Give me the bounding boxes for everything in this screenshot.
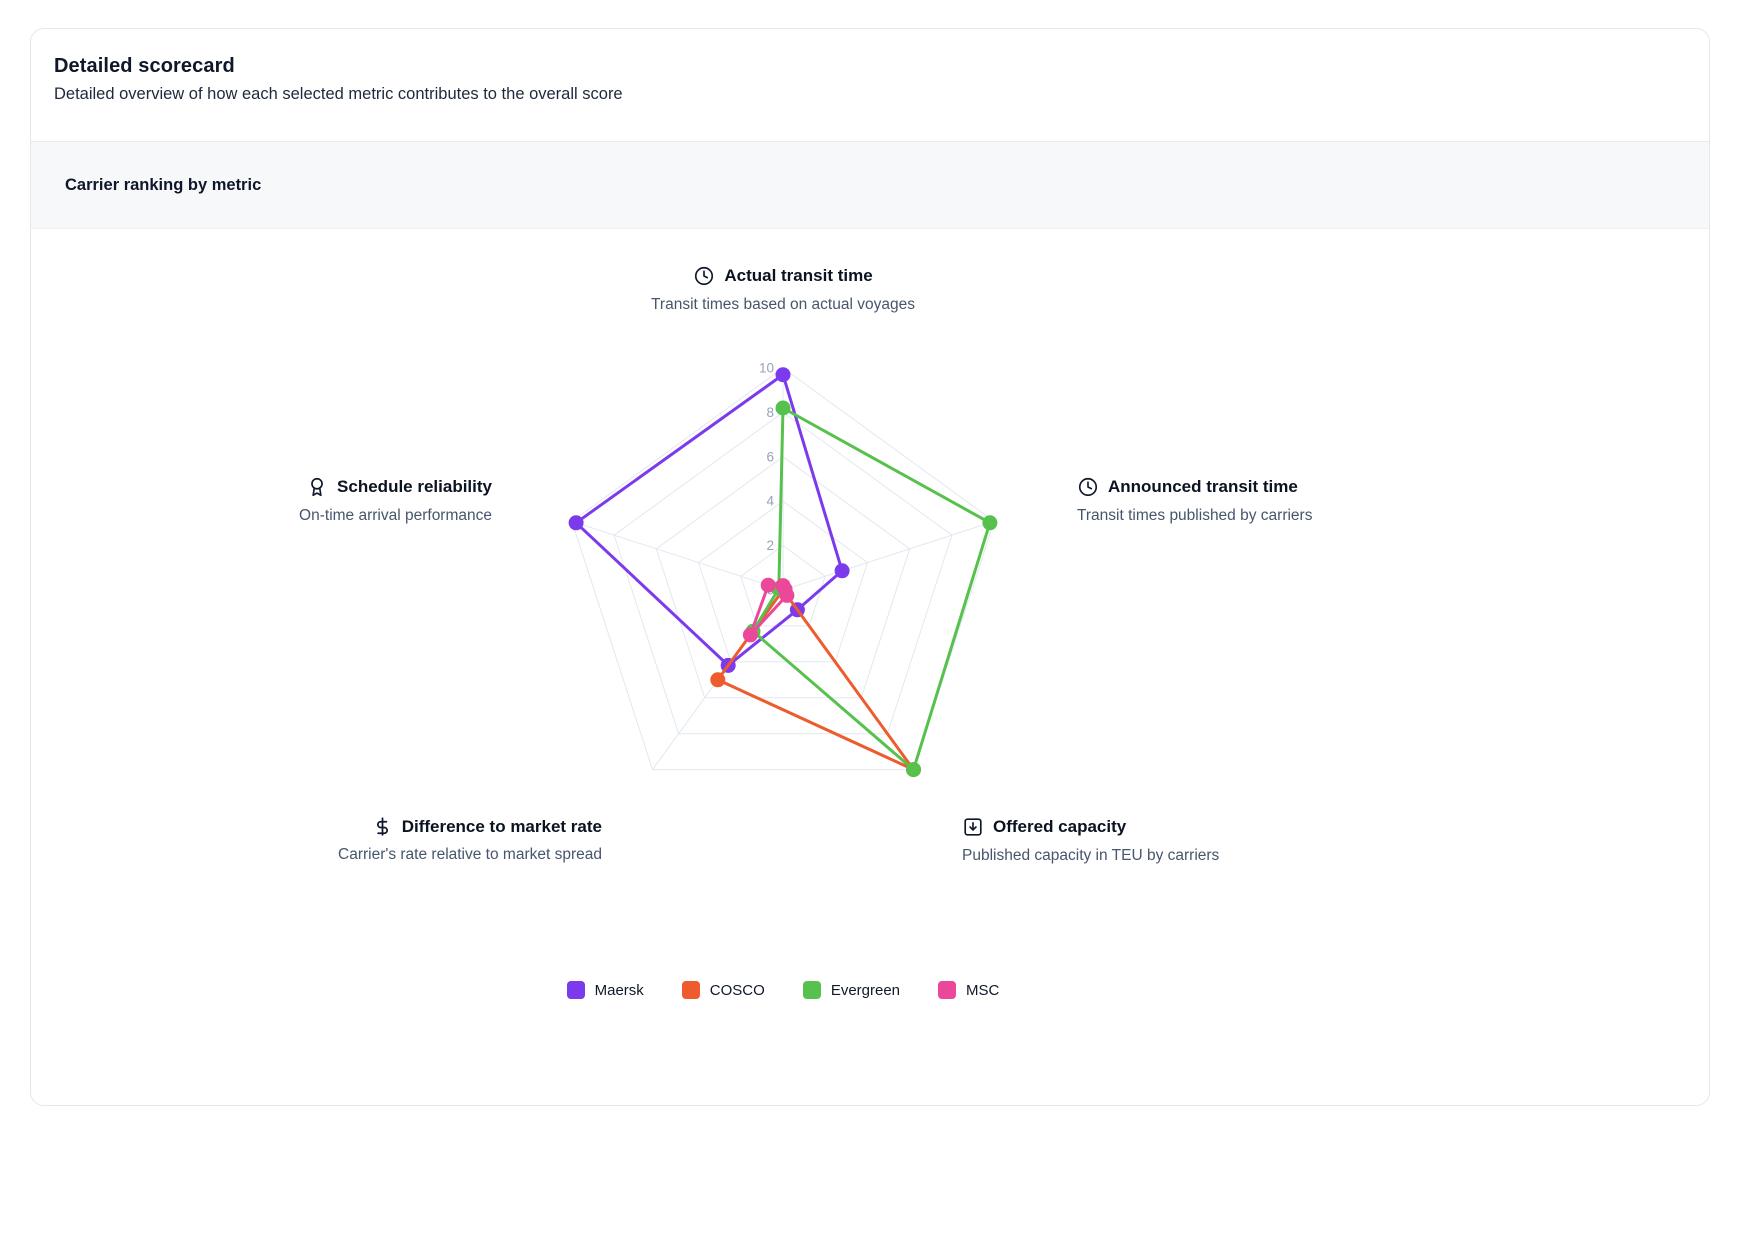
- grid-spoke: [571, 520, 784, 591]
- grid-ring: [571, 367, 995, 771]
- card-header: Detailed scorecard Detailed overview of …: [31, 29, 1709, 141]
- award-icon: [306, 476, 328, 498]
- tick-label: 4: [766, 494, 774, 509]
- grid-ring: [613, 411, 953, 735]
- axis-title: Announced transit time: [1108, 477, 1298, 496]
- axis-difference-to-market-rate: Difference to market rate Carrier's rate…: [202, 816, 602, 864]
- legend-item-maersk: Maersk: [566, 981, 644, 999]
- legend-item-evergreen: Evergreen: [802, 981, 901, 999]
- legend-label: Evergreen: [830, 981, 901, 999]
- legend-swatch: [938, 981, 957, 999]
- axis-actual-transit-time: Actual transit time Transit times based …: [483, 265, 1083, 314]
- legend-swatch: [681, 981, 700, 999]
- dollar-icon: [372, 816, 393, 837]
- grid-ring: [740, 544, 826, 627]
- legend-swatch: [566, 981, 585, 999]
- card-title: Detailed scorecard: [54, 55, 235, 77]
- axis-description: Carrier's rate relative to market spread: [338, 846, 602, 863]
- series-point-msc: [779, 587, 795, 603]
- axis-title-row: Offered capacity: [962, 816, 1392, 838]
- section-header-strip: Carrier ranking by metric: [31, 141, 1709, 229]
- tick-label: 2: [766, 538, 774, 553]
- axis-description: Transit times published by carriers: [1077, 507, 1313, 524]
- section-title: Carrier ranking by metric: [65, 175, 262, 194]
- axis-title: Actual transit time: [724, 266, 873, 285]
- axis-offered-capacity: Offered capacity Published capacity in T…: [962, 816, 1392, 865]
- axis-title-row: Difference to market rate: [202, 816, 602, 837]
- card-subtitle: Detailed overview of how each selected m…: [54, 85, 623, 103]
- axis-announced-transit-time: Announced transit time Transit times pub…: [1077, 476, 1507, 525]
- axis-schedule-reliability: Schedule reliability On-time arrival per…: [92, 476, 492, 525]
- tick-label: 10: [759, 361, 774, 376]
- legend-item-cosco: COSCO: [681, 981, 765, 999]
- box-arrow-down-icon: [962, 816, 984, 838]
- axis-description: Published capacity in TEU by carriers: [962, 847, 1220, 864]
- chart-legend: Maersk COSCO Evergreen MSC: [483, 981, 1083, 999]
- legend-label: MSC: [966, 981, 1000, 999]
- axis-title-row: Announced transit time: [1077, 476, 1507, 498]
- axis-title-row: Schedule reliability: [92, 476, 492, 498]
- radar-chart: 0246810: [568, 361, 998, 778]
- legend-label: Maersk: [594, 981, 644, 999]
- axis-title: Schedule reliability: [337, 477, 492, 496]
- tick-label: 8: [766, 405, 774, 420]
- series-point-maersk: [775, 367, 791, 383]
- series-point-evergreen: [775, 400, 791, 416]
- grid-spoke: [782, 520, 995, 591]
- axis-description: On-time arrival performance: [299, 507, 492, 524]
- grid-ring: [655, 456, 911, 699]
- series-point-maersk: [834, 563, 850, 579]
- series-point-msc: [760, 577, 776, 593]
- series-line-evergreen: [751, 406, 992, 772]
- clock-icon: [1077, 476, 1099, 498]
- tick-label: 6: [766, 449, 774, 464]
- radar-chart-area: 0246810 Actual transit time Transit time…: [31, 229, 1709, 1105]
- legend-swatch: [802, 981, 821, 999]
- series-line-maersk: [574, 373, 844, 667]
- detailed-scorecard-card: Detailed scorecard Detailed overview of …: [30, 28, 1710, 1106]
- series-point-evergreen: [906, 762, 921, 778]
- series-point-cosco: [710, 672, 726, 688]
- legend-item-msc: MSC: [938, 981, 999, 999]
- grid-ring: [697, 500, 869, 663]
- series-point-msc: [742, 627, 758, 643]
- clock-icon: [693, 265, 715, 287]
- series-point-maersk: [568, 515, 584, 531]
- legend-label: COSCO: [709, 981, 765, 999]
- axis-title: Offered capacity: [993, 817, 1127, 836]
- axis-description: Transit times based on actual voyages: [651, 296, 915, 313]
- axis-title: Difference to market rate: [401, 816, 602, 836]
- axis-title-row: Actual transit time: [483, 265, 1083, 287]
- series-point-evergreen: [982, 515, 998, 531]
